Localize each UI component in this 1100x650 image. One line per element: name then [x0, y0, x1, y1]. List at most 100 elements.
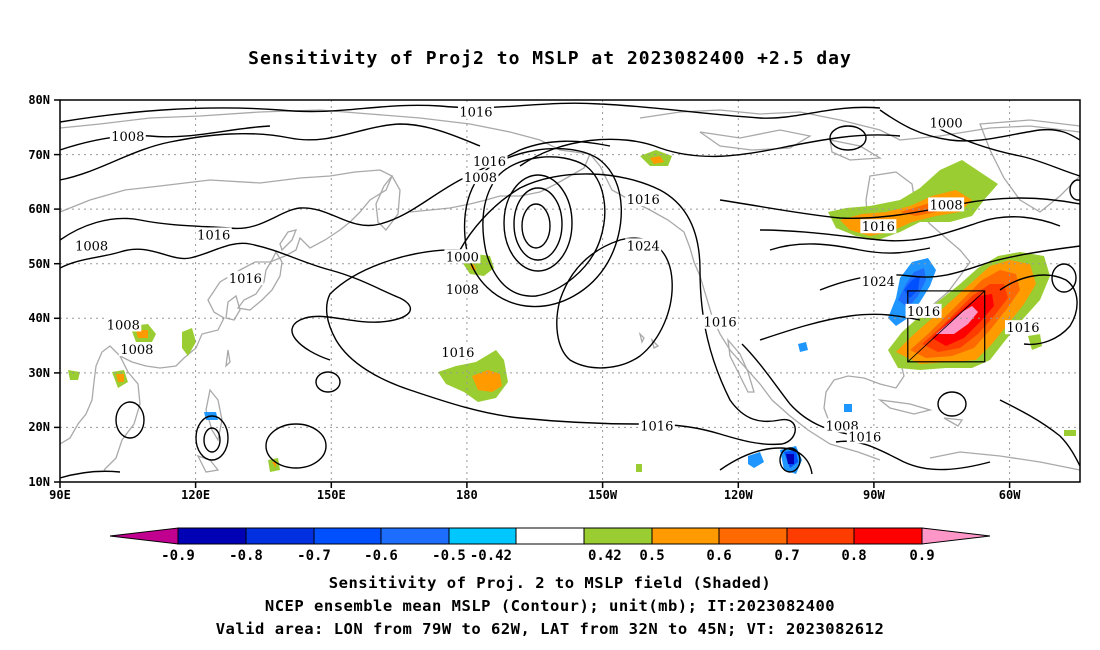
- contour-label: 1016: [473, 155, 506, 170]
- colorbar-end-neg: [109, 527, 179, 545]
- contour-label-bg: [227, 271, 264, 286]
- colorbar-label: 0.9: [909, 548, 934, 564]
- colorbar-label: -0.9: [161, 548, 195, 564]
- colorbar-swatch: [853, 527, 923, 545]
- footer-line-1: Sensitivity of Proj. 2 to MSLP field (Sh…: [328, 574, 772, 592]
- contour-label: 1016: [848, 430, 881, 445]
- lon-tick-label: 60W: [999, 488, 1021, 502]
- colorbar-swatch: [718, 527, 788, 545]
- colorbar-swatch: [651, 527, 720, 545]
- colorbar: -0.9 -0.8 -0.7 -0.6 -0.5 -0.42 0.42 0.5 …: [109, 527, 991, 564]
- colorbar-label: -0.42: [470, 548, 512, 564]
- footer-line-3: Valid area: LON from 79W to 62W, LAT fro…: [215, 620, 885, 638]
- contour-label-bg: [444, 282, 481, 296]
- contour-label-bg: [860, 219, 897, 234]
- lat-tick-label: 10N: [28, 475, 50, 489]
- lon-axis: 90E 120E 150E 180 150W 120W 90W 60W: [49, 482, 1021, 502]
- contour-label-bg: [625, 191, 662, 206]
- chart-title: Sensitivity of Proj2 to MSLP at 20230824…: [248, 48, 852, 69]
- contour-label: 1016: [907, 305, 940, 320]
- contour-label: 1008: [446, 283, 479, 298]
- contour-label-bg: [195, 227, 232, 242]
- lon-tick-label: 90W: [863, 488, 885, 502]
- lat-axis: 80N 70N 60N 50N 40N 30N 20N 10N: [28, 93, 60, 489]
- contour-label-bg: [638, 418, 675, 433]
- contour-label: 1016: [441, 346, 474, 361]
- colorbar-swatch: [313, 527, 382, 545]
- contour-label: 1016: [229, 272, 262, 287]
- contour-label-bg: [118, 342, 155, 357]
- contour-label-bg: [444, 249, 481, 264]
- footer-line-2: NCEP ensemble mean MSLP (Contour); unit(…: [264, 597, 836, 615]
- contour-label: 1016: [704, 316, 737, 331]
- colorbar-swatch: [448, 527, 517, 545]
- colorbar-swatch: [380, 527, 450, 545]
- lat-tick-label: 70N: [28, 148, 50, 162]
- colorbar-label: 0.5: [639, 548, 664, 564]
- contour-label: 1000: [446, 250, 479, 265]
- contour-label-bg: [471, 153, 508, 168]
- contour-label-bg: [824, 418, 861, 433]
- contour-label-bg: [928, 197, 965, 212]
- colorbar-swatch: [177, 527, 247, 545]
- contour-labels: 1016100810161008101610001008101610081016…: [73, 104, 1042, 445]
- contour-label: 1016: [862, 220, 895, 235]
- lon-tick-label: 150E: [317, 488, 346, 502]
- contour-label-bg: [860, 273, 897, 288]
- colorbar-label: -0.5: [432, 548, 466, 564]
- contour-label-bg: [905, 303, 942, 318]
- contour-label-bg: [702, 314, 739, 329]
- contour-label-bg: [625, 238, 662, 253]
- contour-label: 1016: [640, 419, 673, 434]
- grid-lines: [60, 100, 1080, 482]
- contour-label: 1016: [197, 228, 230, 243]
- contour-label: 1000: [930, 117, 963, 132]
- plot-frame: [59, 99, 1081, 483]
- contour-label-bg: [462, 170, 499, 185]
- colorbar-swatch: [786, 527, 855, 545]
- contour-label: 1008: [75, 239, 108, 254]
- lat-tick-label: 30N: [28, 366, 50, 380]
- contour-label-bg: [1005, 320, 1042, 335]
- contour-label: 1008: [464, 171, 497, 186]
- contour-label-bg: [73, 238, 110, 253]
- contour-label-bg: [928, 115, 965, 130]
- lat-tick-label: 80N: [28, 93, 50, 107]
- colorbar-label: -0.6: [364, 548, 398, 564]
- lat-tick-label: 40N: [28, 311, 50, 325]
- contour-label-bg: [105, 317, 142, 332]
- colorbar-label: -0.8: [229, 548, 263, 564]
- colorbar-label: 0.42: [588, 548, 622, 564]
- contour-label: 1008: [107, 318, 140, 333]
- colorbar-end-pos: [921, 527, 991, 545]
- lat-tick-label: 50N: [28, 257, 50, 271]
- colorbar-label: -0.7: [297, 548, 331, 564]
- contour-label: 1016: [627, 193, 660, 208]
- lon-tick-label: 150W: [588, 488, 618, 502]
- contour-label-bg: [457, 104, 494, 119]
- colorbar-swatch: [515, 527, 585, 545]
- colorbar-label: 0.8: [841, 548, 866, 564]
- lon-tick-label: 120E: [181, 488, 210, 502]
- colorbar-label: 0.7: [774, 548, 799, 564]
- contour-label: 1008: [120, 343, 153, 358]
- contour-label-bg: [439, 344, 476, 359]
- lat-tick-label: 60N: [28, 202, 50, 216]
- contour-label-bg: [846, 429, 883, 444]
- colorbar-label: 0.6: [706, 548, 731, 564]
- contour-label: 1016: [459, 106, 492, 121]
- lon-tick-label: 180: [456, 488, 478, 502]
- lon-tick-label: 90E: [49, 488, 71, 502]
- contour-label: 1008: [111, 130, 144, 145]
- contour-label: 1008: [930, 198, 963, 213]
- contour-label: 1024: [627, 239, 660, 254]
- colorbar-swatch: [583, 527, 653, 545]
- valid-area-box: [907, 290, 986, 363]
- lon-tick-label: 120W: [724, 488, 754, 502]
- contour-label: 1016: [1006, 321, 1039, 336]
- contour-label-bg: [109, 129, 146, 144]
- contour-label: 1024: [862, 275, 895, 290]
- lat-tick-label: 20N: [28, 420, 50, 434]
- colorbar-swatch: [245, 527, 315, 545]
